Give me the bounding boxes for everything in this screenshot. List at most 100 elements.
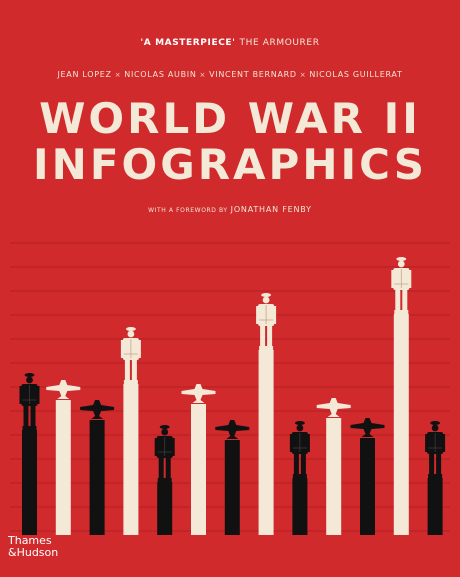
author-name: NICOLAS AUBIN [124, 70, 197, 79]
plane-icon [80, 400, 115, 419]
soldier-arm [425, 434, 429, 452]
illustration-column [350, 418, 385, 535]
publisher-line-2: &Hudson [8, 546, 59, 559]
column-bar [22, 430, 37, 535]
soldier-leg [131, 359, 137, 381]
author-name: NICOLAS GUILLERAT [309, 70, 403, 79]
soldier-arm [273, 306, 277, 324]
soldier-leg [436, 453, 442, 475]
column-bar [393, 314, 409, 535]
soldier-head [397, 260, 405, 268]
soldier-head [26, 376, 33, 384]
column-bar [224, 440, 240, 535]
soldier-boots [123, 380, 138, 384]
soldier-head [296, 424, 304, 432]
soldier-hat [125, 327, 136, 331]
soldier-arm [289, 434, 293, 452]
soldier-leg [300, 453, 306, 475]
foreword-name: JONATHAN FENBY [230, 205, 312, 214]
author-separator: × [199, 71, 207, 79]
plane-icon [316, 398, 351, 417]
soldier-arm [36, 386, 40, 404]
soldier-leg [23, 405, 29, 427]
plane-icon [46, 380, 81, 399]
soldier-arm [137, 340, 141, 358]
soldier-head [161, 428, 169, 436]
illustration-column [80, 400, 115, 535]
soldier-hat [261, 293, 272, 297]
book-title-line-2: INFOGRAPHICS [33, 140, 427, 189]
soldier-arm [391, 270, 395, 288]
soldier-leg [124, 359, 130, 381]
soldier-arm [306, 434, 310, 452]
soldier-head [127, 330, 135, 338]
soldier-boots [157, 478, 172, 482]
soldier-hat [396, 257, 407, 261]
soldier-arm [19, 386, 23, 404]
author-list: JEAN LOPEZ × NICOLAS AUBIN × VINCENT BERNARD… [0, 70, 460, 79]
soldier-leg [260, 325, 266, 347]
illustration-column [154, 425, 175, 535]
publisher-line-1: Thames [8, 534, 52, 547]
illustration-column [391, 257, 412, 535]
soldier-arm [408, 270, 412, 288]
soldier-boots [292, 474, 307, 478]
soldier-head [431, 424, 439, 432]
author-name: JEAN LOPEZ [57, 70, 112, 79]
illustration-column [289, 421, 310, 535]
soldier-arm [256, 306, 260, 324]
soldier-boots [22, 426, 37, 430]
plane-icon [350, 418, 385, 437]
column-bar [258, 350, 274, 535]
illustration-column [181, 384, 216, 535]
column-bar [157, 482, 173, 535]
illustration-column [316, 398, 351, 535]
illustration-column [120, 327, 141, 535]
soldier-arm [442, 434, 446, 452]
foreword-credit: WITH A FOREWORD BY JONATHAN FENBY [0, 205, 460, 214]
soldier-leg [165, 457, 171, 479]
illustration-column [46, 380, 81, 535]
soldier-leg [30, 405, 36, 427]
column-bar [89, 420, 105, 535]
column-bar [427, 478, 443, 535]
soldier-leg [293, 453, 299, 475]
soldier-hat [294, 421, 305, 425]
soldier-hat [24, 373, 35, 377]
column-bar [55, 400, 71, 535]
author-separator: × [299, 71, 307, 79]
soldier-hat [159, 425, 170, 429]
column-bar [191, 404, 206, 535]
column-bar [360, 438, 375, 535]
column-bar [123, 384, 139, 535]
foreword-prefix: WITH A FOREWORD BY [148, 207, 228, 214]
illustration-column [256, 293, 277, 535]
column-bar [292, 478, 308, 535]
soldier-arm [154, 438, 158, 456]
soldier-boots [394, 310, 409, 314]
quote-text: 'A MASTERPIECE' [140, 38, 236, 48]
soldier-boots [259, 346, 274, 350]
soldier-hat [430, 421, 441, 425]
publisher-logo: Thames &Hudson [8, 535, 58, 559]
soldier-leg [267, 325, 273, 347]
author-separator: × [114, 71, 122, 79]
soldier-head [262, 296, 270, 304]
review-quote: 'A MASTERPIECE' THE ARMOURER [0, 38, 460, 48]
illustration-column [19, 373, 40, 535]
plane-icon [215, 420, 250, 439]
soldier-leg [395, 289, 401, 311]
quote-source: THE ARMOURER [239, 38, 320, 48]
book-title-line-1: WORLD WAR II [39, 94, 421, 143]
illustration-column [425, 421, 446, 535]
plane-icon [181, 384, 216, 403]
author-name: VINCENT BERNARD [209, 70, 297, 79]
soldier-arm [120, 340, 124, 358]
column-bar [326, 418, 342, 535]
soldier-boots [428, 474, 443, 478]
illustration-column [215, 420, 250, 535]
soldier-leg [429, 453, 435, 475]
soldier-leg [402, 289, 408, 311]
